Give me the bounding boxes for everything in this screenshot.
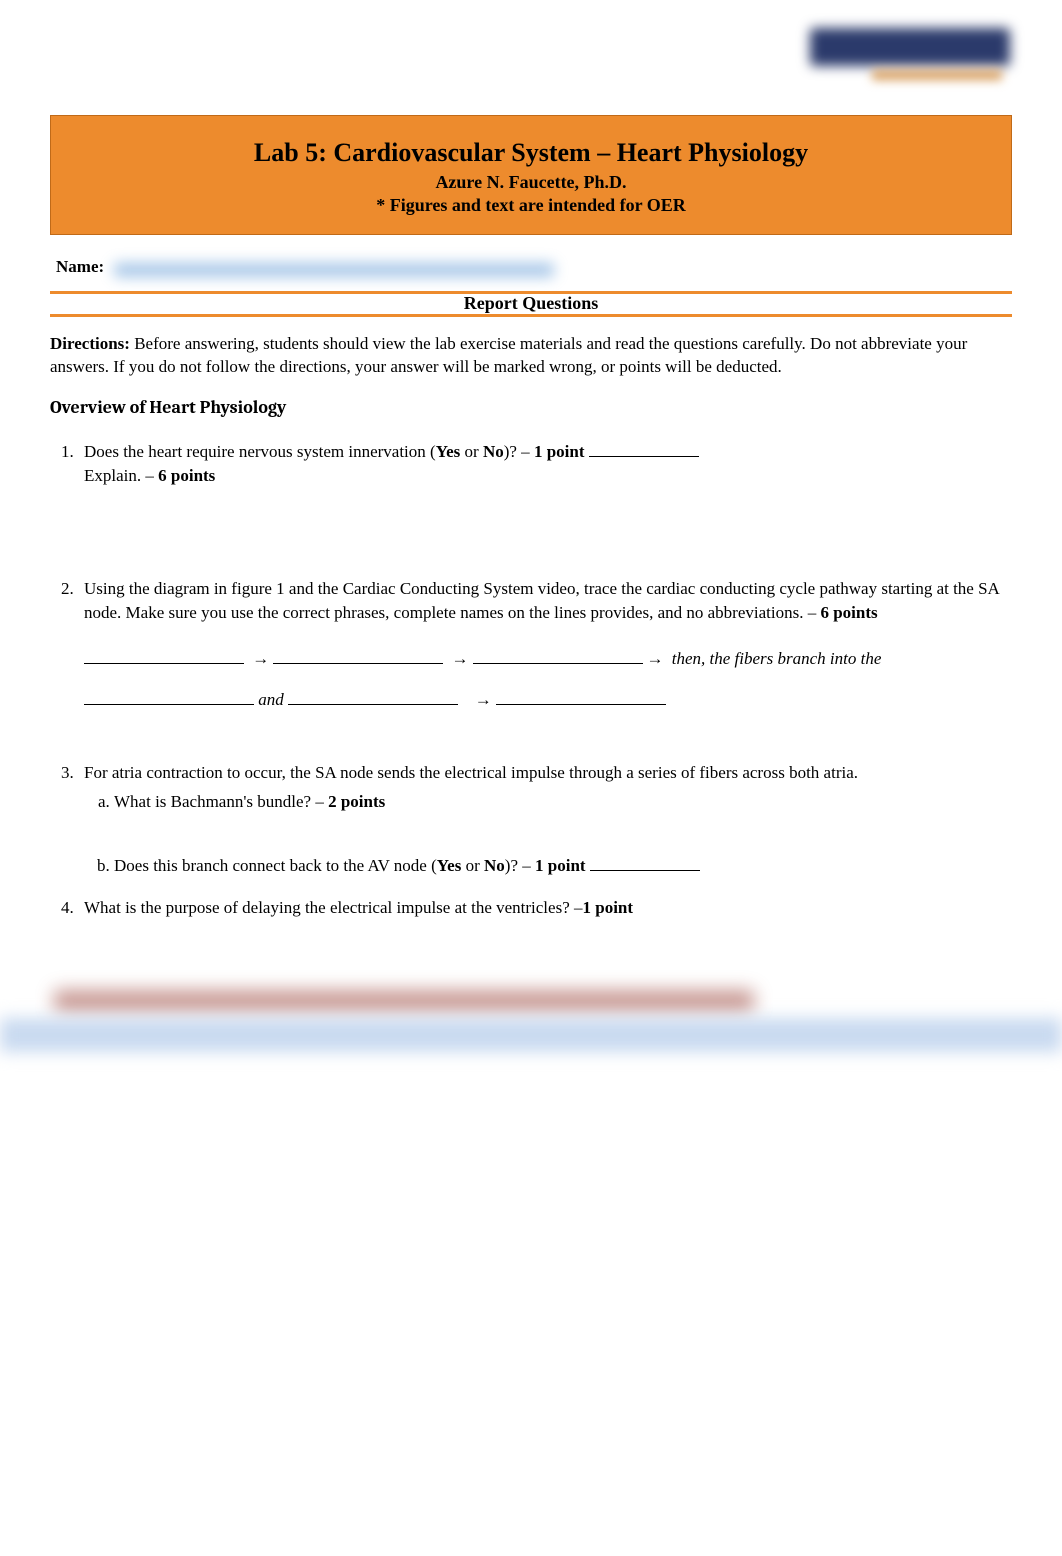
q1-answer-blank[interactable] <box>589 440 699 457</box>
name-value-blurred <box>114 263 554 277</box>
q3b-prefix: Does this branch connect back to the AV … <box>114 856 437 875</box>
q3-sublist: What is Bachmann's bundle? – 2 points Do… <box>84 790 1012 878</box>
q3b-points: 1 point <box>535 856 586 875</box>
q1-points1: 1 point <box>534 442 585 461</box>
question-list: Does the heart require nervous system in… <box>50 440 1012 920</box>
title-block: Lab 5: Cardiovascular System – Heart Phy… <box>50 115 1012 235</box>
q3-text: For atria contraction to occur, the SA n… <box>84 763 858 782</box>
name-label: Name: <box>50 257 104 277</box>
q2-points: 6 points <box>820 603 877 622</box>
document-page: Lab 5: Cardiovascular System – Heart Phy… <box>0 0 1062 1052</box>
question-5-blurred <box>54 990 754 1012</box>
q3b-suffix: )? – <box>505 856 535 875</box>
directions: Directions: Before answering, students s… <box>50 333 1012 379</box>
arrow-icon: → <box>643 649 668 668</box>
q4-points: 1 point <box>583 898 634 917</box>
question-3: For atria contraction to occur, the SA n… <box>78 761 1012 878</box>
arrow-icon: → <box>448 649 473 668</box>
q2-blank-6[interactable] <box>496 688 666 705</box>
arrow-icon: → <box>248 649 273 668</box>
arrow-icon: → <box>471 690 496 709</box>
name-row: Name: <box>50 257 1012 277</box>
directions-text: Before answering, students should view t… <box>50 334 967 376</box>
q2-and: and <box>258 690 288 709</box>
lab-author: Azure N. Faucette, Ph.D. <box>61 172 1001 193</box>
q3a-points: 2 points <box>328 792 385 811</box>
question-1: Does the heart require nervous system in… <box>78 440 1012 488</box>
overview-heading: Overview of Heart Physiology <box>50 397 1012 418</box>
q2-blank-5[interactable] <box>288 688 458 705</box>
section-bar-label: Report Questions <box>464 293 599 313</box>
q3b-no: No <box>484 856 505 875</box>
lab-title: Lab 5: Cardiovascular System – Heart Phy… <box>61 138 1001 168</box>
header-badge-sub-blurred <box>872 70 1002 80</box>
q3b-or: or <box>461 856 484 875</box>
q2-blank-4[interactable] <box>84 688 254 705</box>
q3a-text: What is Bachmann's bundle? – <box>114 792 328 811</box>
q2-then: then, the fibers branch into the <box>672 649 882 668</box>
q2-blank-1[interactable] <box>84 647 244 664</box>
section-bar: Report Questions <box>50 291 1012 317</box>
question-3b: Does this branch connect back to the AV … <box>114 854 1012 878</box>
question-4: What is the purpose of delaying the elec… <box>78 896 1012 920</box>
q4-text: What is the purpose of delaying the elec… <box>84 898 583 917</box>
footer-bar-blurred <box>0 1018 1062 1052</box>
q1-no: No <box>483 442 504 461</box>
question-2: Using the diagram in figure 1 and the Ca… <box>78 577 1012 720</box>
q3b-yes: Yes <box>437 856 462 875</box>
question-3a: What is Bachmann's bundle? – 2 points <box>114 790 1012 814</box>
q2-blank-2[interactable] <box>273 647 443 664</box>
q1-yes: Yes <box>436 442 461 461</box>
header-badge-blurred <box>810 28 1010 66</box>
directions-label: Directions: <box>50 334 130 353</box>
q1-points2: 6 points <box>158 466 215 485</box>
lab-note: * Figures and text are intended for OER <box>61 195 1001 216</box>
q1-suffix: )? – <box>504 442 534 461</box>
q3b-answer-blank[interactable] <box>590 854 700 871</box>
q1-or: or <box>460 442 483 461</box>
q1-prefix: Does the heart require nervous system in… <box>84 442 436 461</box>
q2-blank-3[interactable] <box>473 647 643 664</box>
q2-pathway: → → → then, the fibers branch into the an… <box>84 639 1012 721</box>
q1-explain: Explain. – <box>84 466 158 485</box>
